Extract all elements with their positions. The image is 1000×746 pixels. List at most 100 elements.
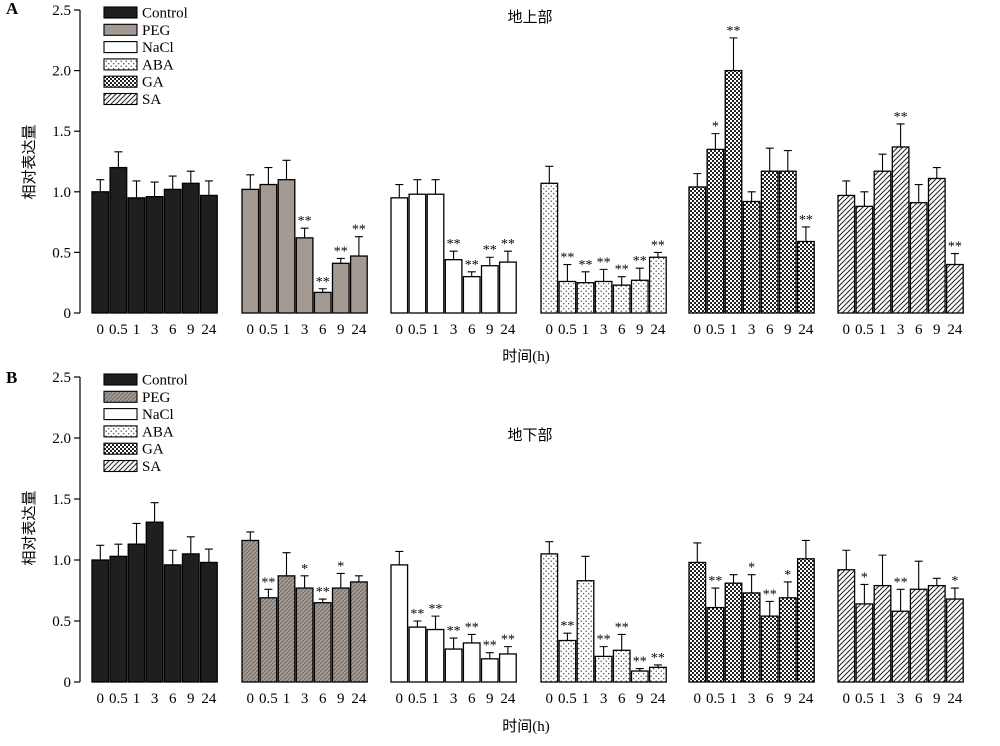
error-bar (711, 587, 720, 608)
x-tick-label: 0 (247, 691, 255, 707)
legend-label: GA (142, 442, 164, 458)
significance-mark: ** (651, 238, 665, 253)
bar (426, 628, 445, 683)
significance-mark: ** (334, 244, 348, 259)
y-tick-label: 1.5 (52, 492, 71, 508)
x-tick-label: 1 (582, 691, 590, 707)
x-tick-label: 24 (351, 322, 367, 338)
x-tick-label: 0 (546, 322, 554, 338)
error-bar (693, 173, 702, 187)
x-tick-label: 9 (187, 691, 195, 707)
error-bar (617, 633, 626, 651)
x-tick-label: 0.5 (259, 322, 278, 338)
panel-a-ylabel: 相对表达量 (21, 124, 38, 199)
error-bar (431, 179, 440, 195)
error-bar (395, 183, 404, 198)
error-bar (545, 541, 554, 554)
x-tick-label: 1 (432, 691, 440, 707)
x-tick-label: 6 (319, 322, 327, 338)
x-tick-label: 6 (169, 322, 177, 338)
x-tick-label: 24 (201, 691, 217, 707)
error-bar (599, 268, 608, 282)
x-tick-label: 9 (187, 322, 195, 338)
x-tick-label: 0.5 (558, 691, 577, 707)
legend-swatch (103, 425, 138, 438)
bar (444, 648, 463, 683)
x-tick-label: 0 (843, 322, 851, 338)
error-bar (693, 542, 702, 563)
x-tick-label: 6 (766, 691, 774, 707)
panel-a-xlabel: 时间(h) (502, 348, 550, 365)
panel-a-label: A (6, 0, 19, 18)
bar (295, 237, 314, 314)
x-tick-label: 9 (636, 322, 644, 338)
significance-mark: ** (261, 575, 275, 590)
error-bar (860, 583, 869, 604)
bar (927, 177, 946, 314)
significance-mark: ** (894, 110, 908, 125)
error-bar (503, 250, 512, 263)
error-bar (747, 574, 756, 593)
bar (498, 653, 517, 683)
significance-mark: ** (501, 237, 515, 252)
x-tick-label: 9 (337, 322, 345, 338)
x-tick-label: 9 (784, 691, 792, 707)
panel-b-ylabel: 相对表达量 (21, 490, 38, 565)
error-bar (932, 167, 941, 179)
legend-label: PEG (142, 23, 171, 39)
x-tick-label: 9 (486, 322, 494, 338)
x-tick-label: 6 (915, 691, 923, 707)
legend-swatch (103, 408, 138, 421)
panel-b-xlabel: 时间(h) (502, 718, 550, 735)
x-tick-label: 0 (694, 691, 702, 707)
bar (945, 263, 964, 314)
bar (259, 597, 278, 683)
bar (390, 197, 409, 314)
y-tick-label: 0 (64, 675, 72, 691)
x-tick-label: 3 (897, 322, 905, 338)
legend-swatch (103, 459, 138, 473)
error-bar (563, 632, 572, 641)
bar (91, 191, 110, 314)
bar (688, 561, 707, 683)
error-bar (467, 271, 476, 277)
significance-mark: ** (615, 620, 629, 635)
bar (760, 170, 779, 314)
significance-mark: ** (597, 633, 611, 648)
significance-mark: * (712, 120, 719, 135)
x-tick-label: 1 (133, 322, 141, 338)
significance-mark: ** (501, 633, 515, 648)
x-tick-label: 24 (947, 691, 963, 707)
significance-mark: ** (483, 639, 497, 654)
bar (426, 193, 445, 314)
error-bar (168, 175, 177, 190)
error-bar (300, 575, 309, 589)
x-tick-label: 9 (337, 691, 345, 707)
error-bar (354, 236, 363, 257)
bar (390, 564, 409, 683)
error-bar (729, 37, 738, 71)
significance-mark: ** (708, 574, 722, 589)
significance-mark: ** (410, 607, 424, 622)
bar-group-control: 0 0.5 1 3 6 9 24 (91, 502, 218, 707)
y-tick-label: 2.0 (52, 431, 71, 447)
x-tick-label: 3 (301, 322, 309, 338)
significance-mark: ** (579, 258, 593, 273)
bar (540, 553, 559, 683)
error-bar (204, 180, 213, 196)
bar (706, 148, 725, 314)
bar (127, 197, 146, 314)
x-tick-label: 24 (351, 691, 367, 707)
error-bar (485, 652, 494, 659)
x-tick-label: 24 (798, 691, 814, 707)
bar (331, 587, 350, 683)
x-tick-label: 6 (618, 691, 626, 707)
legend-swatch (103, 92, 138, 106)
bar (313, 291, 332, 314)
significance-mark: ** (948, 240, 962, 255)
error-bar (114, 543, 123, 557)
significance-mark: ** (597, 255, 611, 270)
bar (349, 255, 368, 314)
